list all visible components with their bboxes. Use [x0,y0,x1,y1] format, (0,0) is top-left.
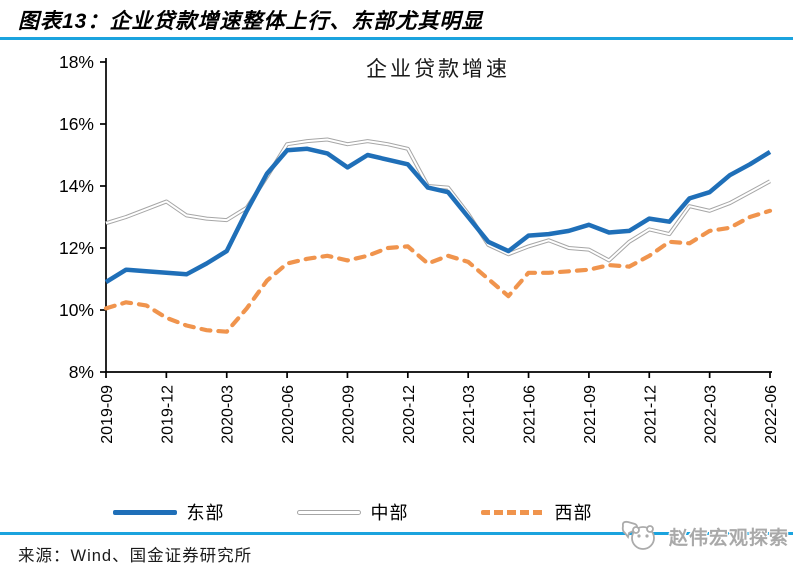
panda-chat-logo-icon [621,520,655,550]
legend-item-west: 西部 [480,499,593,525]
x-tick-label: 2020-06 [280,385,297,444]
chart-legend: 东部 中部 西部 [0,499,793,525]
x-tick-label: 2019-12 [159,385,176,444]
x-tick-label: 2022-06 [763,385,780,444]
x-tick-label: 2022-03 [703,385,720,444]
x-tick-label: 2021-09 [582,385,599,444]
x-tick-label: 2020-03 [220,385,237,444]
west-line-marker-icon [480,509,545,515]
legend-label-west: 西部 [554,503,593,523]
y-tick-label: 10% [59,300,94,320]
x-tick-label: 2021-06 [522,385,539,444]
series-line-east [104,146,772,285]
loan-growth-line-chart: 企业贷款增速 8% 10% 12% 14% 16% 18% 2019-09 2019-12 202… [59,52,780,444]
legend-label-central: 中部 [370,503,409,523]
x-tick-label: 2020-09 [340,385,357,444]
y-tick-label: 16% [59,114,94,134]
series-line-central-inner [105,138,771,262]
chart-title: 企业贷款增速 [366,58,510,81]
central-line-marker-icon [296,509,361,515]
watermark-text: 赵伟宏观探索 [668,527,789,549]
x-tick-label: 2021-12 [642,385,659,444]
y-tick-label: 12% [59,238,94,258]
legend-item-east: 东部 [112,499,225,525]
y-tick-label: 8% [69,362,94,382]
legend-label-east: 东部 [186,503,225,523]
top-divider [0,37,793,40]
source-attribution: 来源：Wind、国金证券研究所 [18,547,253,565]
x-tick-label: 2021-03 [461,385,478,444]
bottom-divider [0,532,793,535]
y-tick-label: 18% [59,52,94,72]
y-tick-label: 14% [59,176,94,196]
series-line-west [103,208,773,334]
watermark: 赵伟宏观探索 [619,518,789,554]
x-tick-label: 2019-09 [99,385,116,444]
x-tick-label: 2020-12 [401,385,418,444]
figure-title: 图表13：企业贷款增速整体上行、东部尤其明显 [18,10,484,33]
legend-item-central: 中部 [296,499,409,525]
east-line-marker-icon [112,509,177,515]
